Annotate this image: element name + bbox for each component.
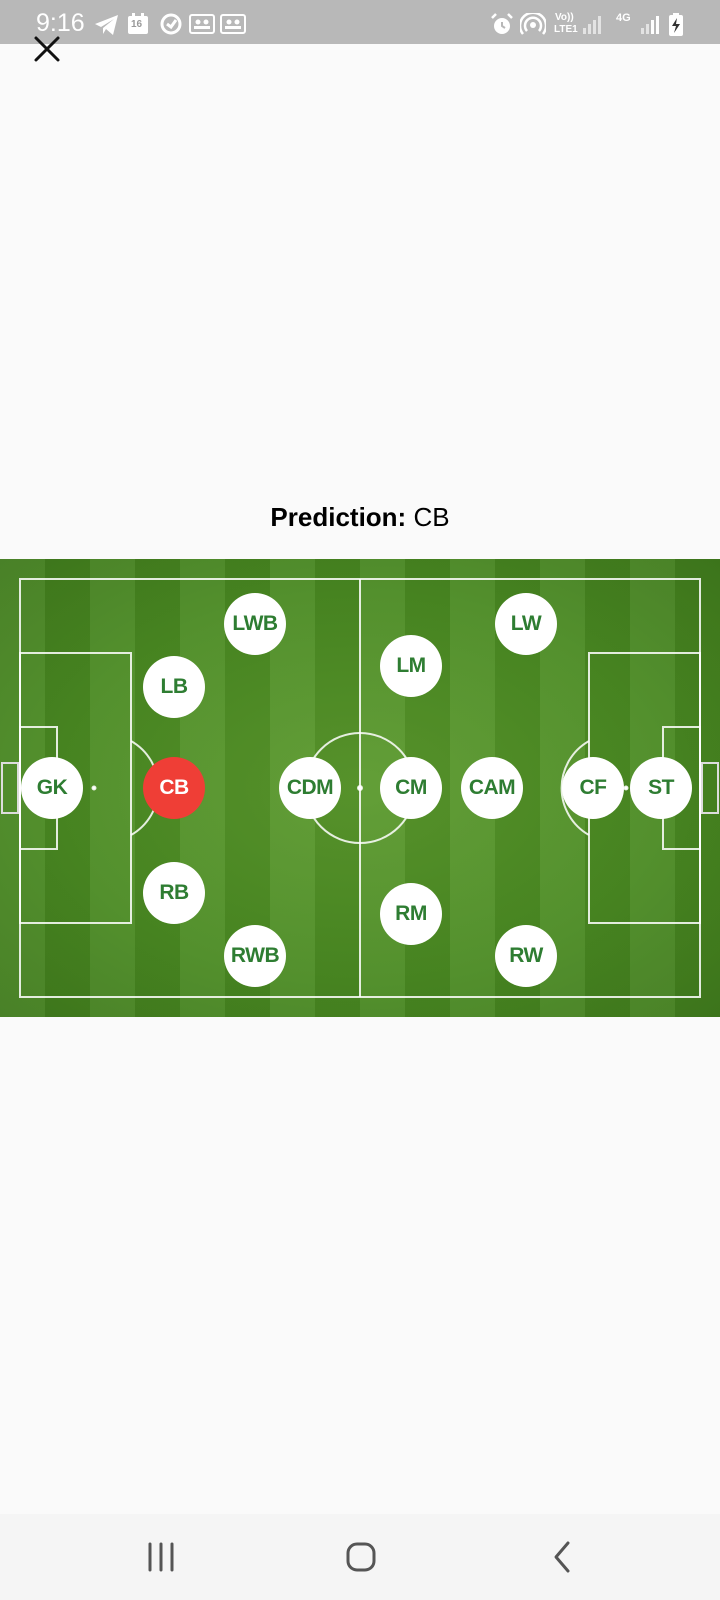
recent-apps-icon[interactable] [136,1534,186,1580]
position-gk[interactable]: GK [21,757,83,819]
prediction-value: CB [413,502,450,532]
position-cm[interactable]: CM [380,757,442,819]
signal-icon [641,16,659,34]
network-indicator: 4G [616,12,631,24]
position-st[interactable]: ST [630,757,692,819]
battery-charging-icon [669,13,683,36]
position-cam[interactable]: CAM [461,757,523,819]
gallery-icon [220,14,246,34]
position-rm[interactable]: RM [380,883,442,945]
position-cdm[interactable]: CDM [279,757,341,819]
lte-indicator: LTE1 [554,24,578,35]
home-icon[interactable] [336,1534,386,1580]
position-rw[interactable]: RW [495,925,557,987]
calendar-day: 16 [131,19,143,30]
prediction-text: Prediction: CB [0,502,720,533]
telegram-icon [95,15,118,35]
gallery-icon [189,14,215,34]
hotspot-icon [520,13,546,35]
position-rb[interactable]: RB [143,862,205,924]
app-icon [160,13,182,35]
close-icon[interactable] [30,32,64,66]
position-cb[interactable]: CB [143,757,205,819]
calendar-icon [128,13,148,34]
alarm-icon [491,13,513,34]
status-time: 9:16 [36,9,85,37]
position-lwb[interactable]: LWB [224,593,286,655]
football-pitch: GK LB CB RB LWB RWB CDM LM CM RM CAM LW … [0,559,720,1017]
status-bar: 9:16 16 Vo)) LTE1 4G [0,0,720,44]
navigation-bar [0,1514,720,1600]
position-cf[interactable]: CF [562,757,624,819]
position-lb[interactable]: LB [143,656,205,718]
position-lm[interactable]: LM [380,635,442,697]
volte-indicator: Vo)) [555,12,574,23]
signal-icon [583,16,601,34]
position-rwb[interactable]: RWB [224,925,286,987]
position-lw[interactable]: LW [495,593,557,655]
prediction-label: Prediction: [270,502,407,532]
back-icon[interactable] [538,1534,588,1580]
